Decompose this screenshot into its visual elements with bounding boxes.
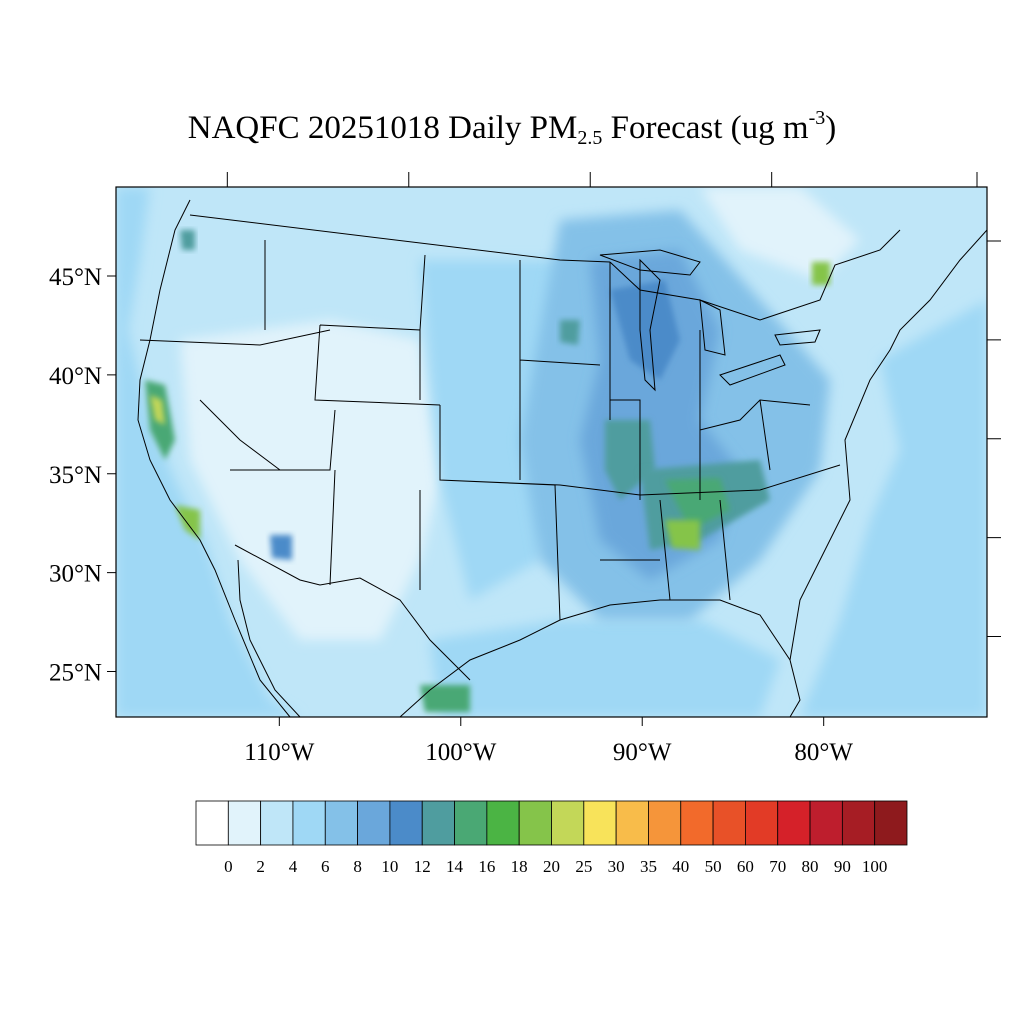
tennessee-core xyxy=(665,478,730,530)
title-subscript: 2.5 xyxy=(577,127,603,149)
colorbar-label: 8 xyxy=(353,857,362,876)
colorbar-swatch xyxy=(389,800,423,846)
lon-tick-label: 100°W xyxy=(425,739,496,766)
lon-tick-label: 80°W xyxy=(794,739,853,766)
colorbar-swatch xyxy=(454,800,488,846)
colorbar-label: 90 xyxy=(834,857,851,876)
map-title: NAQFC 20251018 Daily PM2.5 Forecast (ug … xyxy=(0,107,1024,149)
colorbar-label: 25 xyxy=(575,857,592,876)
gulf-coastline xyxy=(399,599,801,717)
colorbar-label: 40 xyxy=(672,857,689,876)
lake-michigan-outline xyxy=(639,258,661,392)
colorbar-swatch xyxy=(615,800,649,846)
colorbar-label: 20 xyxy=(543,857,560,876)
lake-erie-outline xyxy=(719,354,786,386)
colorbar-swatch xyxy=(680,800,714,846)
colorbar-swatch xyxy=(648,800,682,846)
longitude-axis: 110°W 100°W 90°W 80°W xyxy=(226,172,978,766)
colorbar-swatch xyxy=(777,800,811,846)
atlantic-coastline xyxy=(789,229,987,661)
lat-tick-label: 45°N xyxy=(49,264,102,291)
minnesota-hotspot xyxy=(560,320,580,345)
colorbar-label: 14 xyxy=(446,857,464,876)
colorbar-swatch xyxy=(195,800,229,846)
puget-hotspot xyxy=(180,230,195,250)
pacific-coastline xyxy=(137,199,291,717)
mexico-border xyxy=(234,544,471,681)
colorbar-swatch xyxy=(357,800,391,846)
alabama-core xyxy=(665,520,700,550)
title-suffix: ) xyxy=(825,110,837,146)
colorbar-swatch xyxy=(583,800,617,846)
colorbar-label: 70 xyxy=(769,857,786,876)
colorbar-swatch xyxy=(551,800,585,846)
gulf-field xyxy=(430,620,780,717)
colorbar-swatch xyxy=(421,800,455,846)
title-prefix: NAQFC 20251018 Daily PM xyxy=(187,110,578,146)
lat-tick-label: 25°N xyxy=(49,660,102,687)
pacific-field xyxy=(116,187,300,717)
lake-ontario-outline xyxy=(774,329,821,346)
lat-tick-label: 35°N xyxy=(49,462,102,489)
colorbar-label: 60 xyxy=(737,857,754,876)
colorbar-label: 50 xyxy=(705,857,722,876)
lon-tick-label: 110°W xyxy=(244,739,315,766)
colorbar-label: 4 xyxy=(289,857,298,876)
title-middle: Forecast (ug m xyxy=(602,110,809,146)
colorbar-swatch xyxy=(874,800,908,846)
colorbar-swatch xyxy=(745,800,779,846)
map-field xyxy=(116,187,987,717)
central-valley-core xyxy=(150,395,165,425)
colorbar: 0 2 4 6 8 10 12 14 16 18 20 25 30 35 40 50 60 70 80 90 100 xyxy=(195,800,908,876)
baja-coastline xyxy=(237,559,301,717)
colorbar-swatch xyxy=(712,800,746,846)
canada-clean-air xyxy=(700,187,860,280)
mexico-hotspot xyxy=(420,685,470,712)
canada-border-west xyxy=(189,214,611,263)
colorbar-label: 12 xyxy=(414,857,431,876)
colorbar-label: 16 xyxy=(478,857,495,876)
lake-huron-outline xyxy=(699,299,726,356)
colorbar-label: 80 xyxy=(802,857,819,876)
colorbar-label: 6 xyxy=(321,857,330,876)
lon-tick-label: 90°W xyxy=(613,739,672,766)
colorbar-label: 18 xyxy=(511,857,528,876)
colorbar-swatch xyxy=(292,800,326,846)
atlantic-field xyxy=(800,300,987,717)
colorbar-swatch xyxy=(486,800,520,846)
montreal-hotspot xyxy=(812,262,830,285)
lake-michigan-core xyxy=(610,280,680,380)
state-borders xyxy=(139,240,841,621)
colorbar-swatch xyxy=(260,800,294,846)
latitude-axis: 45°N 40°N 35°N 30°N 25°N xyxy=(49,240,1001,687)
colorbar-label: 0 xyxy=(224,857,233,876)
colorbar-label: 10 xyxy=(381,857,398,876)
colorbar-swatch xyxy=(227,800,262,846)
map-frame xyxy=(115,186,988,718)
colorbar-swatch xyxy=(518,800,552,846)
boundaries xyxy=(137,199,987,717)
canada-border-east xyxy=(609,229,901,321)
colorbar-label: 2 xyxy=(256,857,265,876)
colorbar-swatch xyxy=(324,800,358,846)
colorbar-label: 30 xyxy=(608,857,625,876)
arizona-hotspot xyxy=(270,535,292,560)
lat-tick-label: 40°N xyxy=(49,363,102,390)
colorbar-label: 35 xyxy=(640,857,657,876)
lat-tick-label: 30°N xyxy=(49,561,102,588)
colorbar-swatch xyxy=(809,800,843,846)
lake-superior-outline xyxy=(599,249,701,276)
colorbar-label: 100 xyxy=(862,857,888,876)
title-superscript: -3 xyxy=(808,107,826,129)
colorbar-swatch xyxy=(841,800,876,846)
west-clean-air xyxy=(180,320,440,640)
